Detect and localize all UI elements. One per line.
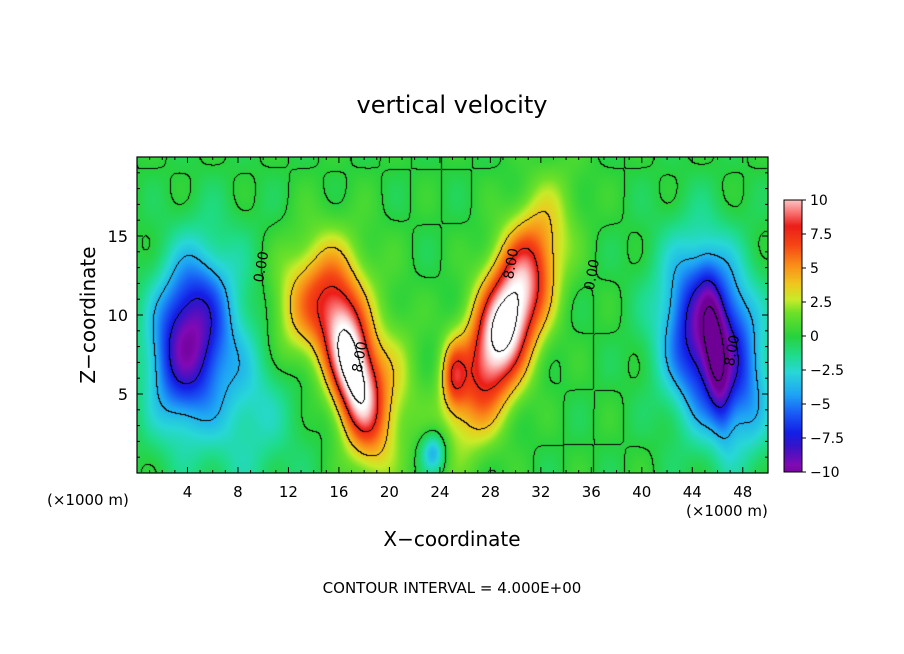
colorbar-tick-label: 10 <box>810 193 828 209</box>
colorbar: 10 7.5 5 2.5 0 −2.5 −5 −7.5 −10 <box>783 193 844 481</box>
x-tick-label: 8 <box>233 483 243 501</box>
x-tick-label: 44 <box>683 483 702 501</box>
y-axis: 5 10 15 <box>108 172 768 458</box>
colorbar-ticks: 10 7.5 5 2.5 0 −2.5 −5 −7.5 −10 <box>802 193 844 481</box>
colorbar-gradient <box>784 200 802 472</box>
x-tick-label: 32 <box>531 483 550 501</box>
colorbar-tick-label: −10 <box>810 465 840 481</box>
x-tick-label: 12 <box>279 483 298 501</box>
x-axis-label: X−coordinate <box>383 527 520 551</box>
colorbar-tick-label: 0 <box>810 329 819 345</box>
contour-label: 8.00 <box>722 334 743 367</box>
colorbar-tick-label: 5 <box>810 261 819 277</box>
y-tick-label: 15 <box>108 227 128 246</box>
colorbar-tick-label: 2.5 <box>810 295 832 311</box>
colorbar-tick-label: −2.5 <box>810 363 844 379</box>
heatmap-field <box>137 157 768 473</box>
y-axis-label: Z−coordinate <box>76 246 100 383</box>
x-tick-label: 48 <box>733 483 752 501</box>
x-tick-label: 40 <box>632 483 651 501</box>
x-tick-label: 36 <box>582 483 601 501</box>
contour-label: 0.00 <box>251 250 272 283</box>
x-units-right: (×1000 m) <box>686 502 768 520</box>
contour-label: 8.00 <box>501 247 522 280</box>
colorbar-tick-label: −5 <box>810 397 831 413</box>
y-tick-label: 5 <box>118 385 128 404</box>
plot-area: 0.00 0.008.008.008.00 4 8 12 16 20 24 28 32 36 40 4… <box>108 156 769 501</box>
x-axis: 4 8 12 16 20 24 28 32 36 40 44 48 <box>149 157 756 501</box>
x-tick-label: 24 <box>430 483 449 501</box>
y-tick-label: 10 <box>108 306 128 325</box>
x-tick-label: 4 <box>183 483 193 501</box>
contour-label: 8.00 <box>350 340 371 373</box>
colorbar-tick-label: 7.5 <box>810 227 832 243</box>
contour-interval-note: CONTOUR INTERVAL = 4.000E+00 <box>323 579 582 597</box>
x-tick-label: 16 <box>329 483 348 501</box>
x-units-left: (×1000 m) <box>47 491 129 509</box>
colorbar-tick-label: −7.5 <box>810 431 844 447</box>
contour-labels: 0.00 0.00 8.00 8.00 8.00 <box>251 247 743 374</box>
x-tick-label: 28 <box>481 483 500 501</box>
chart-title: vertical velocity <box>357 91 548 119</box>
x-tick-label: 20 <box>380 483 399 501</box>
contour-label: 0.00 <box>582 258 603 291</box>
